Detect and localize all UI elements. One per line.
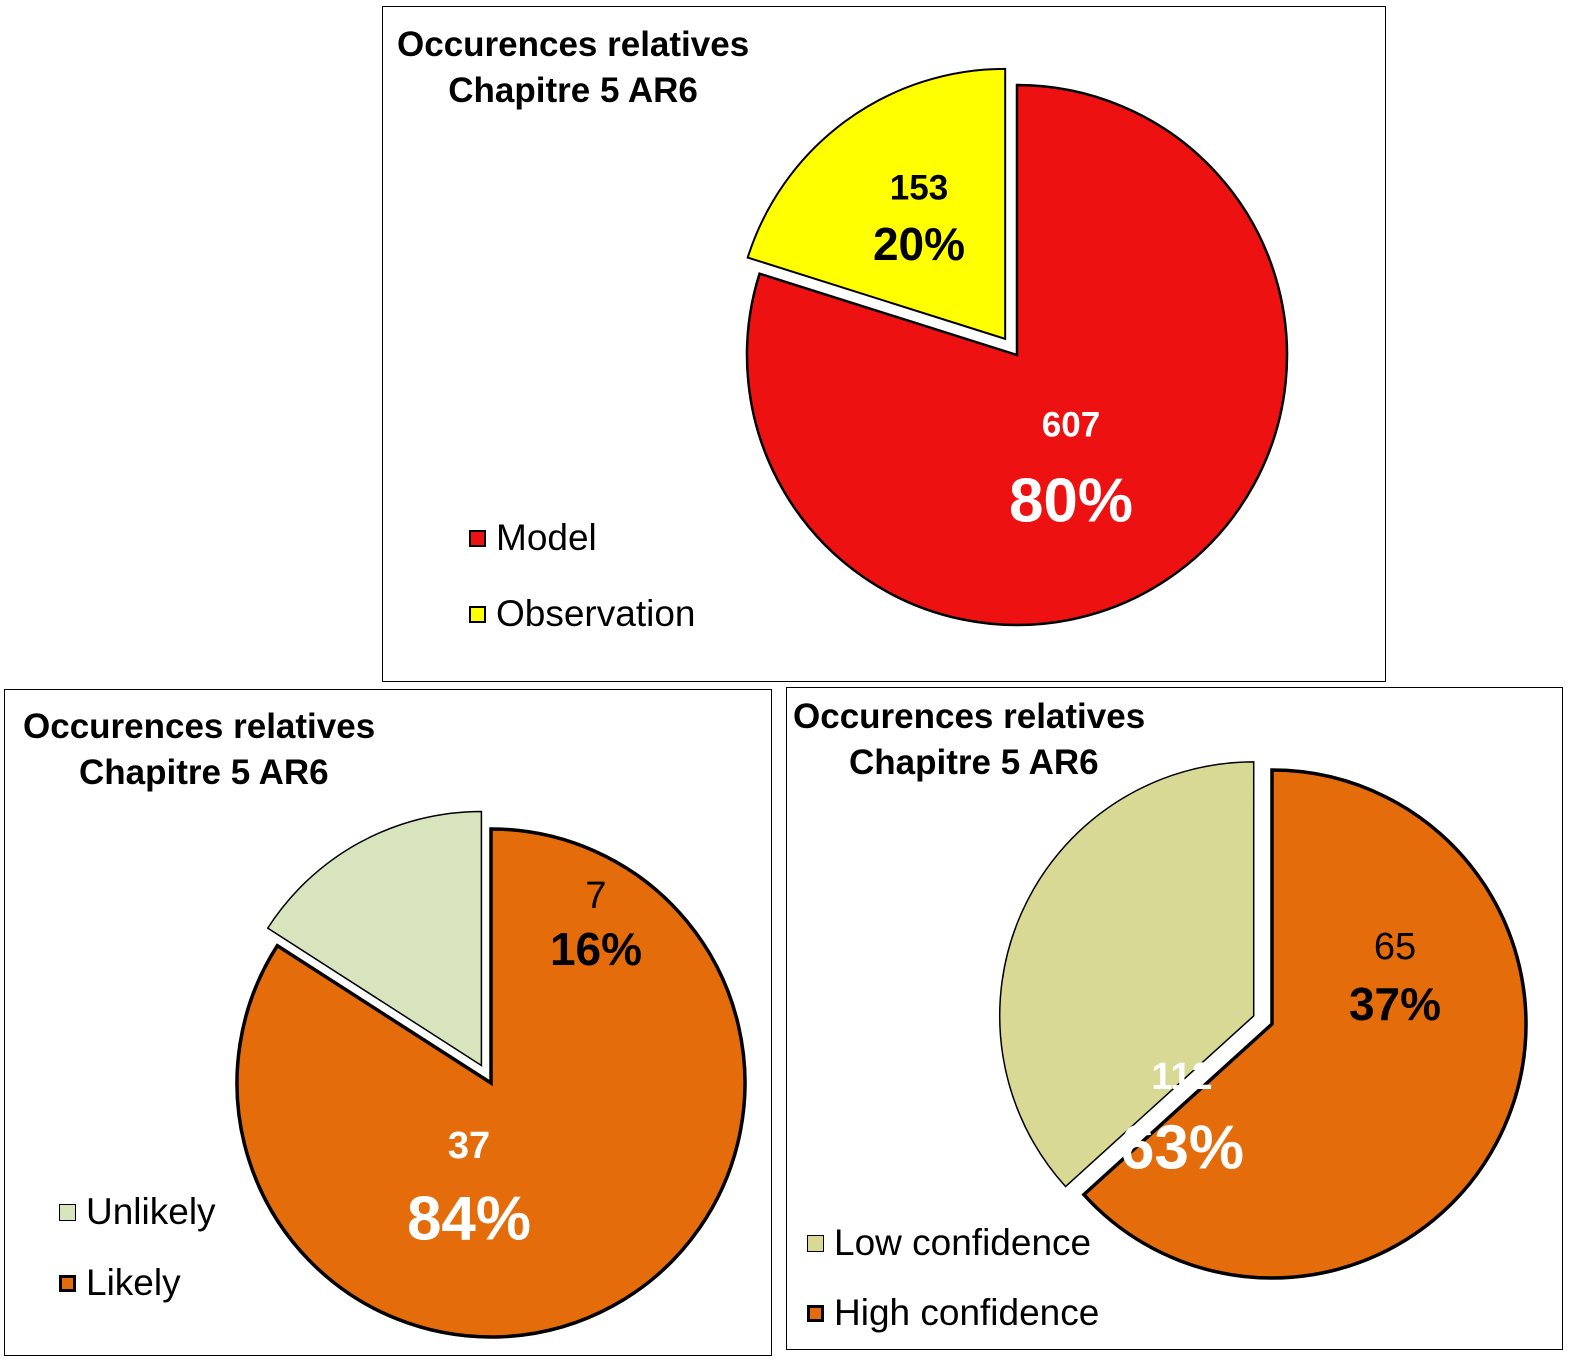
legend-label-observation: Observation bbox=[496, 593, 696, 634]
data-label-percent-low-confidence: 37% bbox=[1349, 978, 1441, 1030]
legend-item-observation: Observation bbox=[469, 588, 696, 640]
chart-title-line-1: Occurences relatives bbox=[23, 707, 376, 746]
pie-chart-likely-unlikely: 37 84% 7 16% bbox=[235, 810, 747, 1339]
chart-panel-likely-unlikely: 37 84% 7 16% Occurences relatives Chapitre … bbox=[4, 689, 772, 1356]
pie-slice-high-confidence bbox=[1081, 768, 1528, 1280]
pie-slice-likely bbox=[235, 827, 747, 1339]
data-label-percent-observation: 20% bbox=[873, 218, 965, 270]
legend-label-model: Model bbox=[496, 517, 597, 558]
chart-title-line-2: Chapitre 5 AR6 bbox=[849, 743, 1099, 782]
data-label-value-high-confidence: 112 bbox=[1151, 1056, 1212, 1098]
legend-item-high-confidence: High confidence bbox=[807, 1288, 1099, 1338]
data-label-value-unlikely: 7 bbox=[585, 875, 606, 917]
legend-label-low-confidence: Low confidence bbox=[834, 1222, 1092, 1263]
data-label-percent-model: 80% bbox=[1009, 466, 1133, 535]
legend: Low confidence High confidence bbox=[807, 1218, 1099, 1338]
pie-slice-unlikely bbox=[266, 810, 483, 1067]
legend: Unlikely Likely bbox=[59, 1187, 216, 1308]
data-label-value-likely: 37 bbox=[448, 1125, 490, 1167]
legend-swatch-observation bbox=[469, 605, 486, 623]
legend: Model Observation bbox=[469, 512, 696, 640]
pie-slice-low-confidence bbox=[999, 761, 1255, 1188]
pie-chart-confidence: 112 63% 65 37% bbox=[999, 761, 1528, 1280]
legend-label-likely: Likely bbox=[86, 1262, 181, 1303]
chart-title-line-1: Occurences relatives bbox=[793, 697, 1146, 736]
data-label-percent-likely: 84% bbox=[407, 1184, 531, 1253]
legend-swatch-low-confidence bbox=[807, 1234, 824, 1252]
legend-item-likely: Likely bbox=[59, 1258, 216, 1308]
legend-swatch-model bbox=[469, 529, 486, 547]
data-label-value-observation: 153 bbox=[890, 168, 948, 207]
pie-slice-observation bbox=[746, 67, 1007, 341]
chart-title-line-1: Occurences relatives bbox=[397, 25, 750, 64]
chart-title: Occurences relatives Chapitre 5 AR6 bbox=[397, 22, 749, 114]
legend-item-model: Model bbox=[469, 512, 696, 564]
legend-item-unlikely: Unlikely bbox=[59, 1187, 216, 1237]
chart-title-line-2: Chapitre 5 AR6 bbox=[448, 71, 698, 110]
chart-panel-confidence: 112 63% 65 37% Occurences relatives Chapitr… bbox=[786, 687, 1563, 1350]
chart-title: Occurences relatives Chapitre 5 AR6 bbox=[23, 704, 375, 796]
data-label-value-low-confidence: 65 bbox=[1374, 926, 1416, 968]
legend-label-high-confidence: High confidence bbox=[834, 1292, 1100, 1333]
chart-title-line-2: Chapitre 5 AR6 bbox=[79, 753, 329, 792]
legend-swatch-high-confidence bbox=[807, 1304, 824, 1322]
legend-swatch-unlikely bbox=[59, 1203, 76, 1221]
data-label-percent-high-confidence: 63% bbox=[1120, 1113, 1244, 1182]
legend-swatch-likely bbox=[59, 1274, 76, 1292]
chart-panel-model-observation: 607 80% 153 20% Occurences relatives Chapit… bbox=[382, 6, 1386, 682]
data-label-percent-unlikely: 16% bbox=[550, 923, 642, 975]
pie-slice-model bbox=[745, 83, 1289, 627]
data-label-value-model: 607 bbox=[1042, 405, 1100, 444]
legend-label-unlikely: Unlikely bbox=[86, 1191, 216, 1232]
chart-title: Occurences relatives Chapitre 5 AR6 bbox=[793, 694, 1145, 786]
legend-item-low-confidence: Low confidence bbox=[807, 1218, 1099, 1268]
pie-chart-model-observation: 607 80% 153 20% bbox=[745, 67, 1289, 627]
